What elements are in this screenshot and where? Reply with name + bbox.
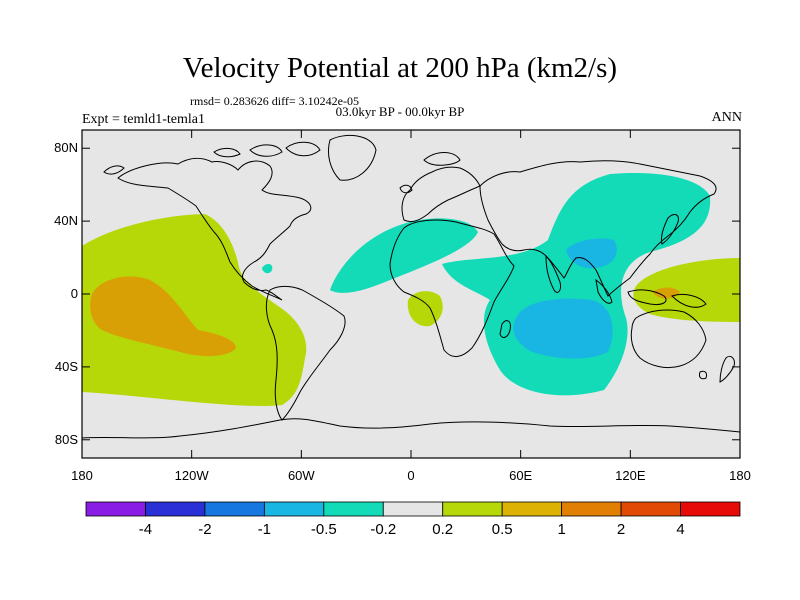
colorbar-swatch [85, 501, 146, 517]
colorbar-swatch [323, 501, 384, 517]
colorbar-label: 1 [557, 521, 565, 538]
coast-india [545, 254, 613, 304]
contour-fills [82, 172, 740, 407]
colorbar-swatch [442, 501, 503, 517]
lon-tick-label: 120W [175, 468, 210, 483]
coast-japan [627, 214, 707, 308]
period-line: 03.0kyr BP - 00.0kyr BP [335, 104, 465, 119]
lon-tick-label: 60W [288, 468, 315, 483]
colorbar-swatch [382, 501, 444, 517]
plot-title: Velocity Potential at 200 hPa (km2/s) [182, 52, 618, 84]
coastlines [82, 134, 740, 439]
colorbar-label: 0.5 [492, 521, 513, 538]
season-label: ANN [711, 110, 742, 125]
colorbar-label: 0.2 [432, 521, 453, 538]
colorbar-swatch [204, 501, 265, 517]
lat-ticks: 80N 40N 0 40S 80S [54, 140, 740, 447]
lat-tick-label: 40N [54, 213, 78, 228]
coast-new-zealand [719, 355, 735, 383]
coast-europe [399, 152, 481, 223]
colorbar-label: -0.2 [370, 521, 396, 538]
lon-ticks: 180 120W 60W 0 60E 120E 180 [71, 130, 751, 483]
colorbar: -4 -2 -1 -0.5 -0.2 0.2 0.5 1 2 4 [85, 501, 741, 538]
coast-australia [630, 309, 707, 380]
lon-tick-label: 180 [71, 468, 93, 483]
colorbar-label: -0.5 [311, 521, 337, 538]
lon-tick-label: 60E [509, 468, 532, 483]
lat-tick-label: 80S [55, 432, 78, 447]
coast-africa [389, 219, 515, 357]
fill-pos-wpacific [633, 258, 740, 322]
lat-tick-label: 80N [54, 140, 78, 155]
colorbar-swatch [680, 501, 741, 517]
fill-neg-indopacific [442, 172, 711, 396]
colorbar-label: -1 [258, 521, 271, 538]
colorbar-swatch [263, 501, 325, 517]
fill-neg2-asia [566, 238, 617, 269]
fill-pos2-pacific [90, 276, 236, 357]
colorbar-label: 2 [617, 521, 625, 538]
stats-line: rmsd= 0.283626 diff= 3.10242e-05 [190, 94, 359, 108]
coast-antarctica [82, 418, 740, 439]
plot-area: 80N 40N 0 40S 80S 180 120W 60W 0 60E 120E 180 [54, 129, 751, 483]
lon-tick-label: 0 [407, 468, 414, 483]
fill-neg-gulf [262, 264, 273, 274]
experiment-label: Expt = temld1-temla1 [82, 112, 205, 127]
fill-pos-pacific [82, 214, 307, 407]
lon-tick-label: 120E [615, 468, 646, 483]
fill-neg-atlantic [330, 218, 478, 293]
lat-tick-label: 0 [71, 286, 78, 301]
fill-neg2-indian [513, 298, 613, 359]
coast-north-america [117, 157, 312, 301]
colorbar-swatch [501, 501, 563, 517]
coast-arctic [103, 134, 377, 181]
coast-asia [479, 160, 717, 297]
colorbar-label: -2 [198, 521, 211, 538]
lon-tick-label: 180 [729, 468, 751, 483]
colorbar-label: -4 [139, 521, 152, 538]
colorbar-swatch [561, 501, 622, 517]
colorbar-swatch [145, 501, 206, 517]
colorbar-label: 4 [676, 521, 684, 538]
coast-south-america [265, 285, 346, 421]
colorbar-swatch [620, 501, 681, 517]
lat-tick-label: 40S [55, 359, 78, 374]
